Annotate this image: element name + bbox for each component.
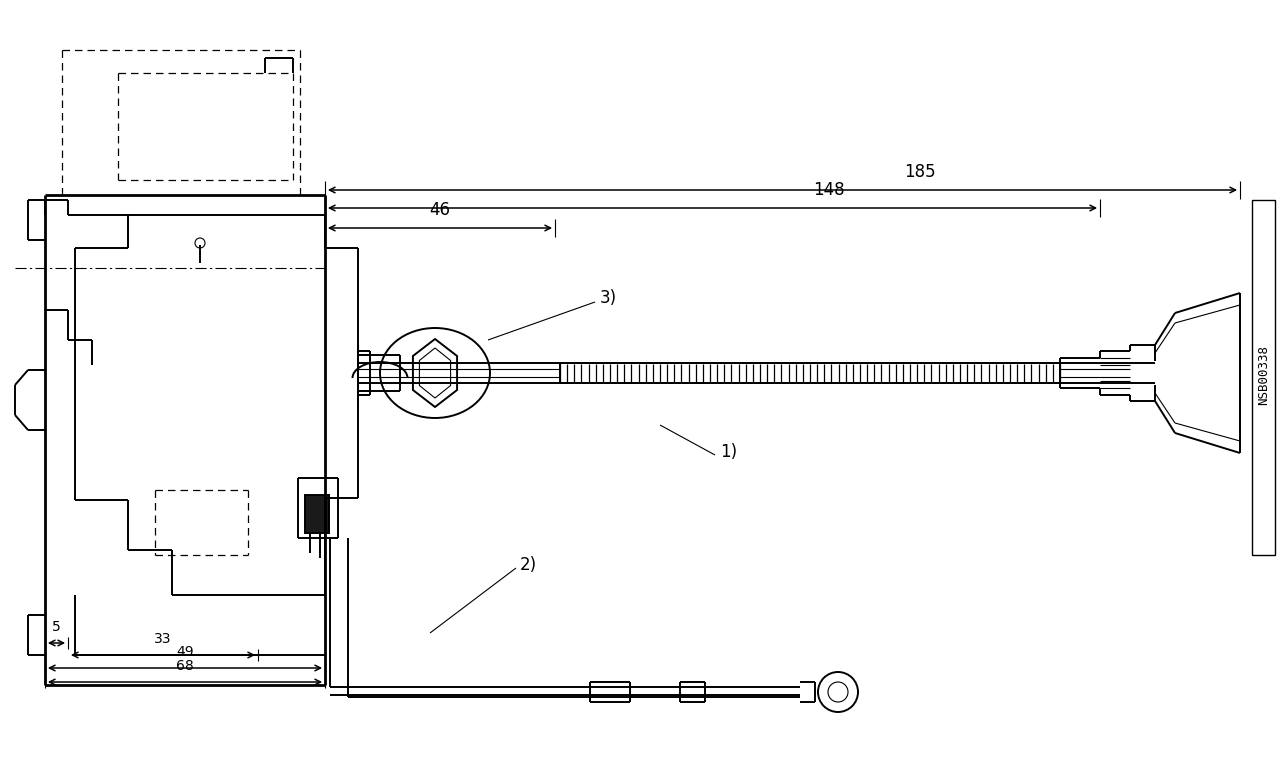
Bar [305, 495, 329, 533]
Text: NSB00338: NSB00338 [1257, 345, 1271, 405]
Text: 185: 185 [904, 163, 936, 181]
Text: 46: 46 [430, 201, 451, 219]
Text: 5: 5 [52, 620, 61, 634]
Bar [1252, 200, 1275, 555]
Text: 33: 33 [155, 632, 172, 646]
Text: 68: 68 [177, 659, 193, 673]
Text: 1): 1) [719, 443, 737, 461]
Text: 49: 49 [177, 645, 193, 659]
Text: 2): 2) [520, 556, 538, 574]
Text: 148: 148 [813, 181, 845, 199]
Text: 3): 3) [600, 289, 617, 307]
